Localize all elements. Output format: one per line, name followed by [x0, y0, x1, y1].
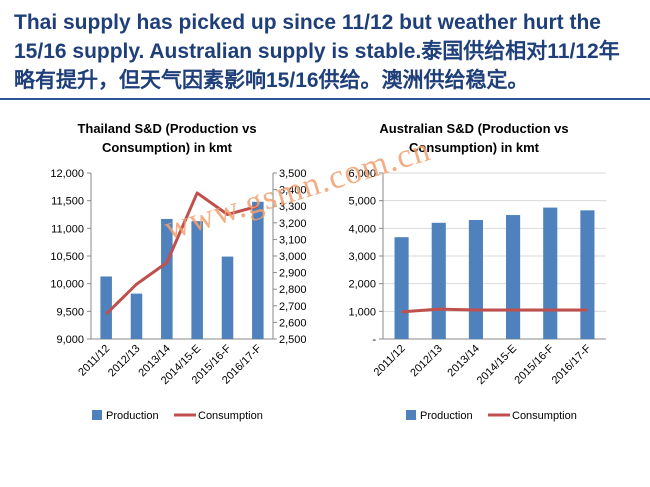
- y-tick-label: 9,000: [56, 334, 84, 346]
- x-tick-label: 2015/16-F: [512, 342, 556, 386]
- y-tick-label: 2,000: [348, 279, 376, 291]
- production-bar: [191, 221, 203, 339]
- y-tick-label: 12,000: [50, 168, 84, 180]
- y-tick-label: 10,500: [50, 251, 84, 263]
- production-bar: [580, 210, 595, 339]
- production-bar: [431, 222, 446, 339]
- y2-tick-label: 2,700: [279, 301, 307, 313]
- y-tick-label: 5,000: [348, 196, 376, 208]
- y2-tick-label: 2,600: [279, 317, 307, 329]
- thailand-chart: Thailand S&D (Production vs Consumption) …: [50, 121, 306, 422]
- production-bar: [506, 215, 521, 339]
- y2-tick-label: 2,900: [279, 268, 307, 280]
- x-tick-label: 2014/15-E: [475, 343, 519, 387]
- legend-production-swatch: [406, 410, 416, 420]
- x-tick-label: 2011/12: [76, 343, 112, 379]
- consumption-line: [105, 191, 259, 316]
- y-tick-label: 11,500: [51, 196, 84, 208]
- y2-tick-label: 2,500: [279, 334, 307, 346]
- legend-production-label: Production: [420, 410, 473, 422]
- production-bar: [130, 293, 143, 339]
- y2-tick-label: 2,800: [279, 284, 307, 296]
- y-tick-label: 1,000: [348, 306, 376, 318]
- y-tick-label: 3,000: [348, 251, 376, 263]
- production-bar: [468, 220, 483, 339]
- legend-production-swatch: [92, 410, 102, 420]
- x-tick-label: 2013/14: [445, 343, 482, 380]
- y2-tick-label: 3,000: [279, 251, 307, 263]
- y-tick-label: 10,000: [50, 279, 84, 291]
- x-tick-label: 2012/13: [408, 343, 445, 380]
- chart-title-line-1: Australian S&D (Production vs: [379, 121, 568, 136]
- legend-consumption-label: Consumption: [198, 410, 263, 422]
- y2-tick-label: 3,500: [279, 168, 307, 180]
- y2-tick-label: 3,400: [279, 185, 307, 197]
- legend-consumption-label: Consumption: [512, 410, 577, 422]
- chart-title-line-1: Thailand S&D (Production vs: [77, 121, 256, 136]
- chart-title-line-2: Consumption) in kmt: [102, 140, 233, 155]
- y2-tick-label: 3,300: [279, 201, 307, 213]
- y-tick-label: -: [372, 334, 376, 346]
- y-tick-label: 9,500: [56, 306, 84, 318]
- chart-title-line-2: Consumption) in kmt: [409, 140, 540, 155]
- production-bar: [543, 207, 558, 339]
- production-bar: [221, 256, 234, 339]
- x-tick-label: 2016/17-F: [550, 342, 594, 386]
- consumption-line: [401, 307, 588, 314]
- production-bar: [252, 201, 264, 339]
- y-tick-label: 6,000: [348, 168, 376, 180]
- legend-production-label: Production: [106, 410, 159, 422]
- production-bar: [394, 237, 409, 339]
- y2-tick-label: 3,200: [279, 218, 307, 230]
- title-divider: [0, 98, 650, 100]
- y-tick-label: 4,000: [348, 223, 376, 235]
- y-tick-label: 11,000: [51, 223, 84, 235]
- slide-title: Thai supply has picked up since 11/12 bu…: [14, 11, 620, 92]
- production-bar: [100, 276, 112, 339]
- x-tick-label: 2011/12: [372, 343, 408, 379]
- x-tick-label: 2012/13: [106, 343, 143, 380]
- y2-tick-label: 3,100: [279, 234, 307, 246]
- production-bar: [161, 218, 173, 339]
